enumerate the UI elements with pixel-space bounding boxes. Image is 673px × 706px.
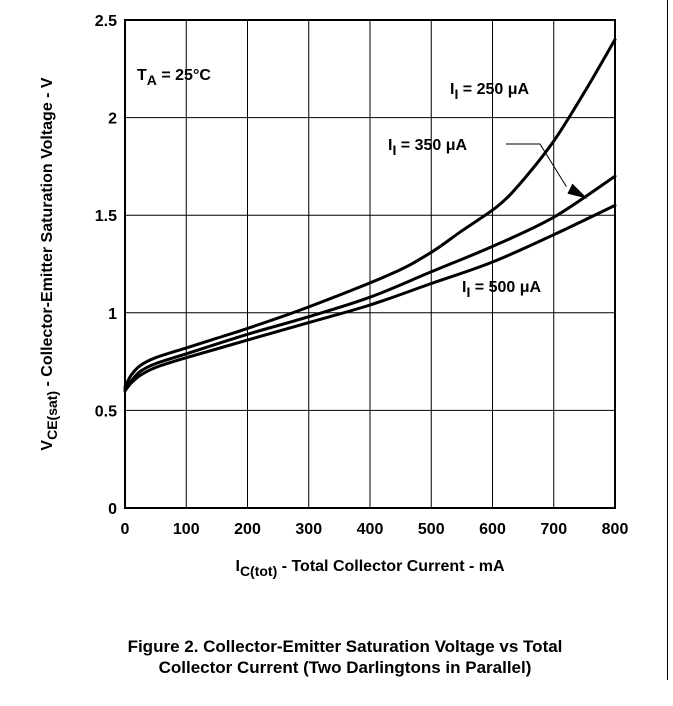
y-axis-label-rest: - Collector-Emitter Saturation Voltage -… [39, 77, 56, 391]
figure-caption-line-2: Collector Current (Two Darlingtons in Pa… [158, 658, 532, 677]
series-label-250ua-rest: = 250 μA [458, 81, 529, 98]
series-350ua-arrowhead [567, 183, 588, 199]
x-tick-label: 100 [173, 521, 200, 538]
series-line-500ua [123, 203, 617, 393]
series-label-350ua-main: I [388, 137, 392, 154]
series-line-250ua [123, 38, 617, 389]
y-tick-label: 1 [108, 306, 117, 323]
x-axis-label: IC(tot) - Total Collector Current - mA [235, 558, 504, 579]
y-axis-label-main: V [39, 440, 56, 451]
temperature-annotation-rest: = 25°C [157, 67, 211, 84]
y-tick-label: 0 [108, 501, 117, 518]
x-tick-label: 200 [234, 521, 261, 538]
saturation-voltage-chart: 0 100 200 300 400 500 600 700 800 0 0.5 1 1.5 2 2.5 I… [39, 13, 629, 579]
series-350ua-leader-line [506, 143, 567, 187]
y-tick-label: 2.5 [95, 13, 117, 30]
y-tick-label: 0.5 [95, 403, 117, 420]
series-label-500ua-sub: I [466, 284, 470, 300]
series-label-500ua-main: I [462, 279, 466, 296]
x-tick-label: 0 [121, 521, 130, 538]
x-tick-label: 500 [418, 521, 445, 538]
x-axis-label-rest: - Total Collector Current - mA [277, 558, 505, 575]
x-tick-label: 400 [357, 521, 384, 538]
y-axis-label-sub: CE(sat) [44, 391, 60, 440]
series-line-350ua [123, 174, 617, 391]
series-label-250ua-sub: I [454, 86, 458, 102]
y-tick-label: 1.5 [95, 208, 117, 225]
y-axis-label: VCE(sat) - Collector-Emitter Saturation … [39, 77, 60, 451]
x-axis-label-main: I [235, 558, 239, 575]
series-label-500ua-rest: = 500 μA [470, 279, 541, 296]
plot-frame [124, 19, 616, 509]
series-label-250ua-main: I [450, 81, 454, 98]
series-label-500ua: II = 500 μA [462, 279, 542, 300]
temperature-annotation: TA = 25°C [137, 67, 211, 88]
y-tick-label: 2 [108, 111, 117, 128]
x-tick-label: 600 [479, 521, 506, 538]
temperature-annotation-sub: A [147, 72, 157, 88]
temperature-annotation-main: T [137, 67, 147, 84]
x-tick-label: 300 [295, 521, 322, 538]
series-lines [123, 38, 617, 393]
series-label-350ua: II = 350 μA [388, 137, 468, 158]
x-axis-label-sub: C(tot) [240, 563, 277, 579]
y-tick-labels: 0 0.5 1 1.5 2 2.5 [95, 13, 117, 518]
grid [125, 20, 615, 508]
x-tick-label: 700 [540, 521, 567, 538]
figure-caption-line-1: Figure 2. Collector-Emitter Saturation V… [127, 637, 563, 656]
series-label-350ua-rest: = 350 μA [396, 137, 467, 154]
x-tick-label: 800 [602, 521, 629, 538]
page-border-rule [667, 0, 668, 680]
series-label-250ua: II = 250 μA [450, 81, 530, 102]
figure-caption: Figure 2. Collector-Emitter Saturation V… [40, 636, 650, 678]
x-tick-labels: 0 100 200 300 400 500 600 700 800 [121, 521, 629, 538]
series-label-350ua-sub: I [392, 142, 396, 158]
